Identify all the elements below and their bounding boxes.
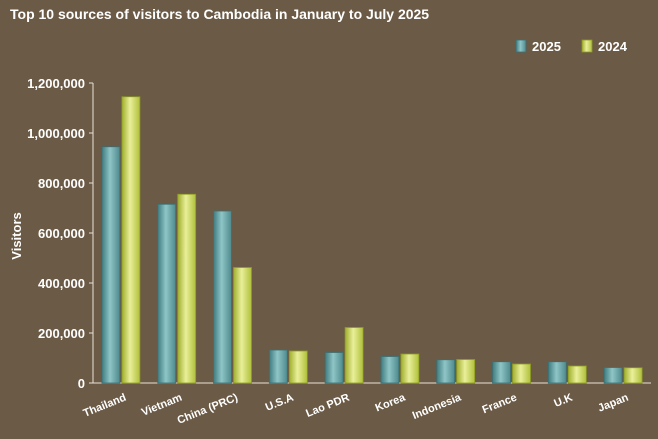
bar-2024-thailand	[121, 96, 141, 384]
bar-2024-u-k	[567, 365, 587, 384]
bar-2025-thailand	[101, 146, 121, 384]
y-tick-label: 1,000,000	[27, 126, 85, 141]
bar-2025-china-prc	[213, 210, 232, 384]
bar-2025-u-k	[547, 361, 567, 384]
legend-label-2025: 2025	[532, 39, 561, 54]
bar-2024-indonesia	[456, 359, 476, 384]
bar-2024-vietnam	[177, 193, 197, 384]
bar-2024-korea	[400, 353, 420, 384]
bar-2025-france	[492, 361, 511, 384]
chart-title: Top 10 sources of visitors to Cambodia i…	[10, 6, 429, 22]
y-tick-label: 0	[78, 376, 85, 391]
bar-2025-lao-pdr	[324, 352, 344, 384]
bar-2025-korea	[380, 356, 400, 384]
y-tick-label: 800,000	[38, 176, 85, 191]
y-axis-label: Visitors	[9, 212, 24, 259]
bar-2024-china-prc	[233, 267, 252, 384]
x-tick-label: Indonesia	[411, 391, 464, 422]
x-tick-label: China (PRC)	[176, 392, 240, 427]
bar-2025-japan	[603, 367, 623, 384]
axes	[92, 83, 651, 384]
y-tick-label: 600,000	[38, 226, 85, 241]
legend-label-2024: 2024	[598, 39, 628, 54]
bars	[101, 96, 643, 384]
x-tick-label: U.K	[552, 392, 574, 410]
legend-swatch-2025	[515, 39, 527, 53]
bar-2024-japan	[623, 367, 643, 384]
y-tick-label: 400,000	[38, 276, 85, 291]
bar-2025-indonesia	[436, 359, 456, 384]
x-tick-label: U.S.A	[264, 392, 296, 414]
y-ticks: 0 200,000 400,000 600,000 800,000 1,000,000 1,…	[27, 76, 93, 391]
bar-2024-u-s-a	[288, 350, 308, 384]
x-tick-label: France	[481, 392, 519, 417]
x-tick-label: Lao PDR	[304, 392, 351, 420]
legend-swatch-2024	[581, 39, 593, 53]
legend: 2025 2024	[515, 39, 628, 54]
bar-2024-lao-pdr	[344, 327, 364, 384]
bar-2025-vietnam	[157, 203, 177, 384]
x-tick-label: Korea	[374, 391, 408, 414]
bar-2024-france	[512, 363, 531, 384]
y-tick-label: 200,000	[38, 326, 85, 341]
bar-2025-u-s-a	[268, 349, 288, 384]
y-tick-label: 1,200,000	[27, 76, 85, 91]
x-tick-label: Thailand	[82, 392, 128, 420]
x-tick-label: Japan	[596, 392, 630, 415]
